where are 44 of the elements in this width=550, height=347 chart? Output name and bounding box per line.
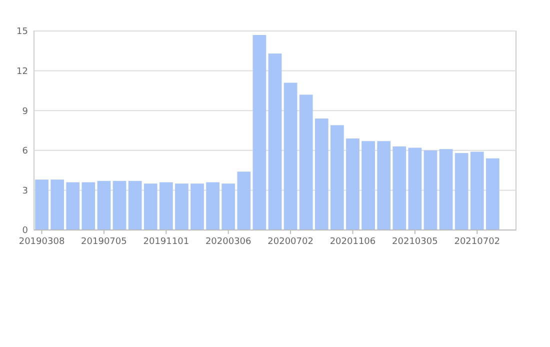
bar: [454, 153, 468, 230]
bar: [424, 150, 438, 230]
y-tick-label: 6: [22, 146, 28, 157]
y-tick-label: 9: [22, 106, 28, 117]
bar: [159, 182, 173, 230]
bar: [439, 149, 453, 230]
bar: [97, 180, 111, 230]
x-tick-label: 20200702: [268, 237, 314, 247]
x-tick-label: 20190308: [18, 237, 65, 247]
bar: [346, 138, 360, 230]
bar: [50, 180, 64, 230]
bar: [206, 182, 220, 230]
bar: [392, 146, 406, 230]
x-tick-label: 20190705: [81, 237, 127, 247]
bar: [299, 94, 313, 230]
bar: [377, 141, 391, 230]
bar: [408, 148, 422, 230]
y-tick-label: 15: [16, 27, 28, 38]
bar: [190, 184, 204, 230]
x-tick-label: 20201106: [330, 237, 376, 247]
y-tick-label: 0: [22, 226, 28, 236]
bar: [112, 180, 126, 230]
x-tick-label: 20200306: [205, 237, 252, 247]
bar: [222, 184, 236, 230]
bar: [486, 158, 500, 230]
bar: [330, 125, 344, 230]
bar: [175, 184, 188, 230]
bar: [128, 180, 142, 230]
bar: [268, 54, 282, 230]
x-tick-label: 20210305: [392, 237, 438, 247]
bar: [284, 82, 298, 230]
x-tick-label: 20191101: [143, 237, 190, 247]
y-tick-label: 12: [16, 66, 28, 77]
bar: [470, 152, 484, 230]
bar: [362, 141, 375, 230]
bar: [314, 118, 328, 230]
bar: [252, 34, 266, 230]
bar: [66, 182, 80, 230]
x-tick-label: 20210702: [454, 237, 500, 247]
bar: [144, 184, 158, 230]
bar: [35, 180, 48, 230]
bar: [82, 182, 96, 230]
y-tick-label: 3: [22, 186, 28, 196]
bar: [237, 172, 251, 230]
